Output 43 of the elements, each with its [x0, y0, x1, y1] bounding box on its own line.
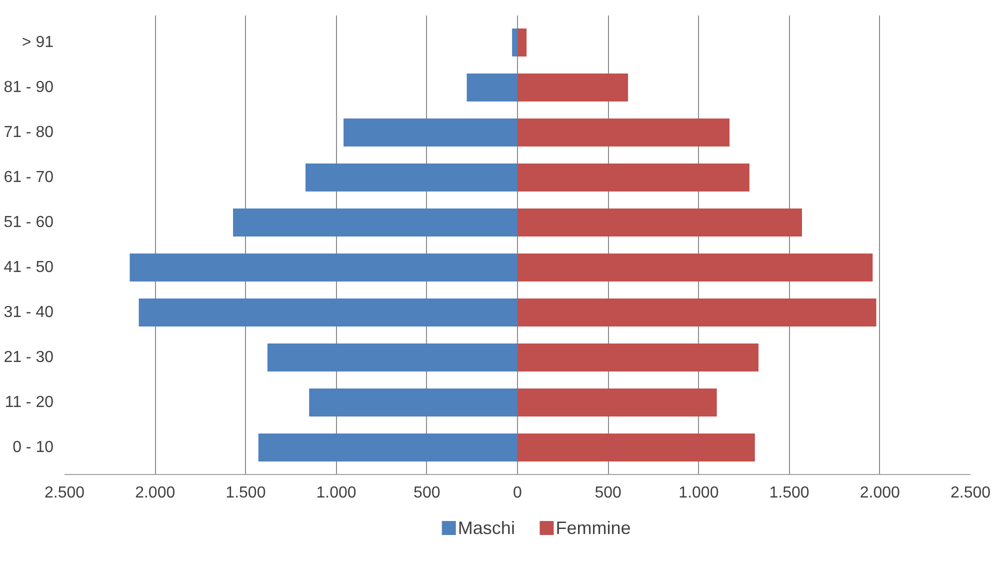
x-tick-label: 1.500	[769, 484, 810, 502]
x-tick-label: 2.000	[860, 484, 900, 502]
y-tick-label: 0 - 10	[12, 439, 54, 456]
y-tick-label: 31 - 40	[4, 304, 54, 321]
bar	[138, 298, 518, 326]
x-tick-label: 500	[414, 484, 440, 502]
bar	[512, 28, 518, 56]
bar	[518, 28, 527, 56]
bar	[518, 434, 755, 462]
bar	[518, 164, 750, 192]
bar	[518, 118, 730, 146]
y-tick-label: 71 - 80	[4, 124, 54, 141]
bar	[518, 388, 717, 416]
y-tick-label: 11 - 20	[4, 394, 54, 411]
bar	[267, 344, 518, 372]
bar	[518, 208, 802, 236]
y-tick-label: 61 - 70	[4, 169, 54, 186]
x-tick-label: 0	[513, 484, 522, 502]
bar	[130, 254, 518, 282]
bar	[518, 74, 628, 102]
y-tick-label: 21 - 30	[4, 349, 54, 366]
y-tick-label: > 91	[22, 34, 54, 51]
x-tick-label: 2.000	[135, 484, 176, 502]
bar	[518, 254, 873, 282]
bar	[344, 118, 518, 146]
x-tick-label: 1.000	[316, 484, 356, 502]
bar	[258, 434, 518, 462]
bar	[518, 298, 876, 326]
x-tick-label: 1.500	[226, 484, 266, 502]
legend-label: Maschi	[458, 518, 515, 538]
y-tick-label: 51 - 60	[4, 214, 54, 231]
bar	[466, 74, 518, 102]
bar	[518, 344, 758, 372]
bar	[233, 208, 518, 236]
bar	[309, 388, 518, 416]
x-tick-label: 1.000	[678, 484, 719, 502]
x-tick-label: 2.500	[44, 484, 85, 502]
bar	[305, 164, 518, 192]
y-tick-label: 81 - 90	[4, 79, 54, 96]
y-tick-label: 41 - 50	[4, 259, 54, 276]
legend-label: Femmine	[556, 518, 631, 538]
x-tick-label: 2.500	[950, 484, 991, 502]
x-tick-label: 500	[594, 484, 622, 502]
